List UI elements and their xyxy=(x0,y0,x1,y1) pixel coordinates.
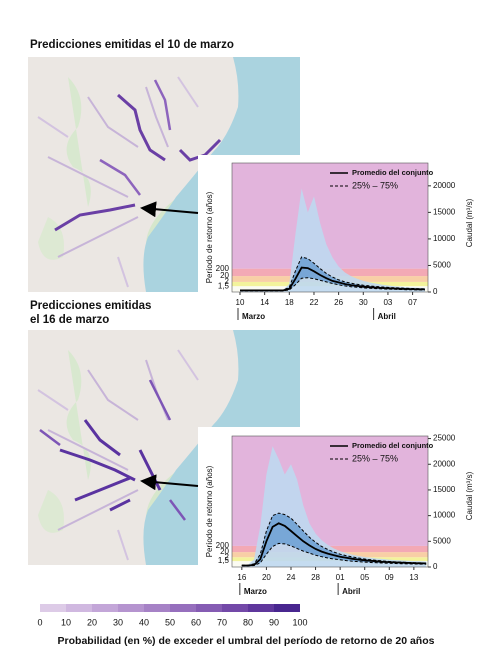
colorbar-tick-label: 30 xyxy=(113,617,123,627)
month-label: Marzo xyxy=(244,587,267,596)
y-tick-label: 10000 xyxy=(433,511,456,520)
colorbar-tick-label: 100 xyxy=(292,617,307,627)
x-tick-label: 16 xyxy=(237,573,246,582)
quartile-band xyxy=(241,513,427,566)
pointer-arrow xyxy=(140,474,199,491)
river xyxy=(99,79,172,196)
return-period-label: 20 xyxy=(220,547,229,556)
colorbar-tick-label: 80 xyxy=(243,617,253,627)
x-tick-label: 03 xyxy=(383,298,392,307)
map-title: Predicciones emitidas xyxy=(30,300,151,312)
y-tick-label: 15000 xyxy=(433,207,456,216)
colorbar-tick-label: 90 xyxy=(269,617,279,627)
y-tick-label: 0 xyxy=(433,562,438,571)
colorbar-swatch xyxy=(40,604,66,612)
colorbar-swatch xyxy=(92,604,118,612)
x-tick-label: 26 xyxy=(334,298,343,307)
plot-frame xyxy=(231,162,429,293)
plot xyxy=(232,436,428,567)
x-tick-label: 24 xyxy=(287,573,296,582)
series-line xyxy=(240,277,425,292)
series-line xyxy=(241,512,427,566)
colorbar-swatch xyxy=(170,604,196,612)
return-period-label: 200 xyxy=(216,541,230,550)
left-axis-title: Período de retorno (años) xyxy=(205,191,214,283)
x-tick-label: 01 xyxy=(336,573,345,582)
month-label: Marzo xyxy=(242,312,265,321)
pointer-arrow xyxy=(140,201,199,218)
right-axis-title: Caudal (m³/s) xyxy=(465,471,474,520)
x-tick-label: 30 xyxy=(359,298,368,307)
series-line xyxy=(241,542,427,567)
colorbar-tick-label: 60 xyxy=(191,617,201,627)
y-tick-label: 15000 xyxy=(433,485,456,494)
x-tick-label: 07 xyxy=(408,298,417,307)
return-period-label: 20 xyxy=(220,271,229,280)
y-tick-label: 10000 xyxy=(433,234,456,243)
colorbar-swatch xyxy=(66,604,92,612)
river xyxy=(39,379,186,521)
river xyxy=(54,93,222,232)
map-title: Predicciones emitidas el 10 de marzo xyxy=(30,39,234,51)
return-period-label: 1,5 xyxy=(218,556,230,565)
colorbar-tick-label: 50 xyxy=(165,617,175,627)
return-period-band xyxy=(232,163,428,269)
x-tick-label: 18 xyxy=(285,298,294,307)
x-tick-label: 09 xyxy=(385,573,394,582)
return-period-label: 200 xyxy=(216,264,230,273)
right-axis-title: Caudal (m³/s) xyxy=(465,198,474,247)
month-label: Abril xyxy=(378,312,396,321)
return-period-label: 1,5 xyxy=(218,281,230,290)
legend-label: 25% – 75% xyxy=(352,180,398,190)
ensemble-spread xyxy=(240,188,425,292)
y-tick-label: 20000 xyxy=(433,459,456,468)
colorbar-tick-label: 40 xyxy=(139,617,149,627)
x-tick-label: 14 xyxy=(260,298,269,307)
x-tick-label: 10 xyxy=(236,298,245,307)
y-tick-label: 0 xyxy=(433,287,438,296)
x-tick-label: 28 xyxy=(311,573,320,582)
y-tick-label: 5000 xyxy=(433,536,451,545)
month-label: Abril xyxy=(342,587,360,596)
x-tick-label: 13 xyxy=(409,573,418,582)
colorbar-tick-label: 10 xyxy=(61,617,71,627)
plot xyxy=(232,163,428,292)
colorbar-swatch xyxy=(222,604,248,612)
legend-label: Promedio del conjunto xyxy=(352,441,434,450)
colorbar-tick-label: 0 xyxy=(37,617,42,627)
colorbar-tick-label: 70 xyxy=(217,617,227,627)
x-tick-label: 20 xyxy=(262,573,271,582)
colorbar-tick-label: 20 xyxy=(87,617,97,627)
colorbar-swatch xyxy=(274,604,300,612)
return-period-label: 2 xyxy=(225,552,230,561)
left-axis-title: Período de retorno (años) xyxy=(205,465,214,557)
colorbar-label: Probabilidad (en %) de exceder el umbral… xyxy=(58,635,435,647)
x-tick-label: 05 xyxy=(360,573,369,582)
y-tick-label: 5000 xyxy=(433,261,451,270)
series-line xyxy=(240,256,425,291)
river xyxy=(59,419,162,512)
map-title: el 16 de marzo xyxy=(30,314,109,326)
y-tick-label: 25000 xyxy=(433,434,456,443)
legend-label: Promedio del conjunto xyxy=(352,168,434,177)
legend-label: 25% – 75% xyxy=(352,453,398,463)
y-tick-label: 20000 xyxy=(433,181,456,190)
return-period-label: 2 xyxy=(225,277,230,286)
colorbar-swatch xyxy=(144,604,170,612)
x-tick-label: 22 xyxy=(310,298,319,307)
colorbar-swatch xyxy=(248,604,274,612)
colorbar-swatch xyxy=(118,604,144,612)
colorbar-swatch xyxy=(196,604,222,612)
plot-frame xyxy=(231,435,429,568)
